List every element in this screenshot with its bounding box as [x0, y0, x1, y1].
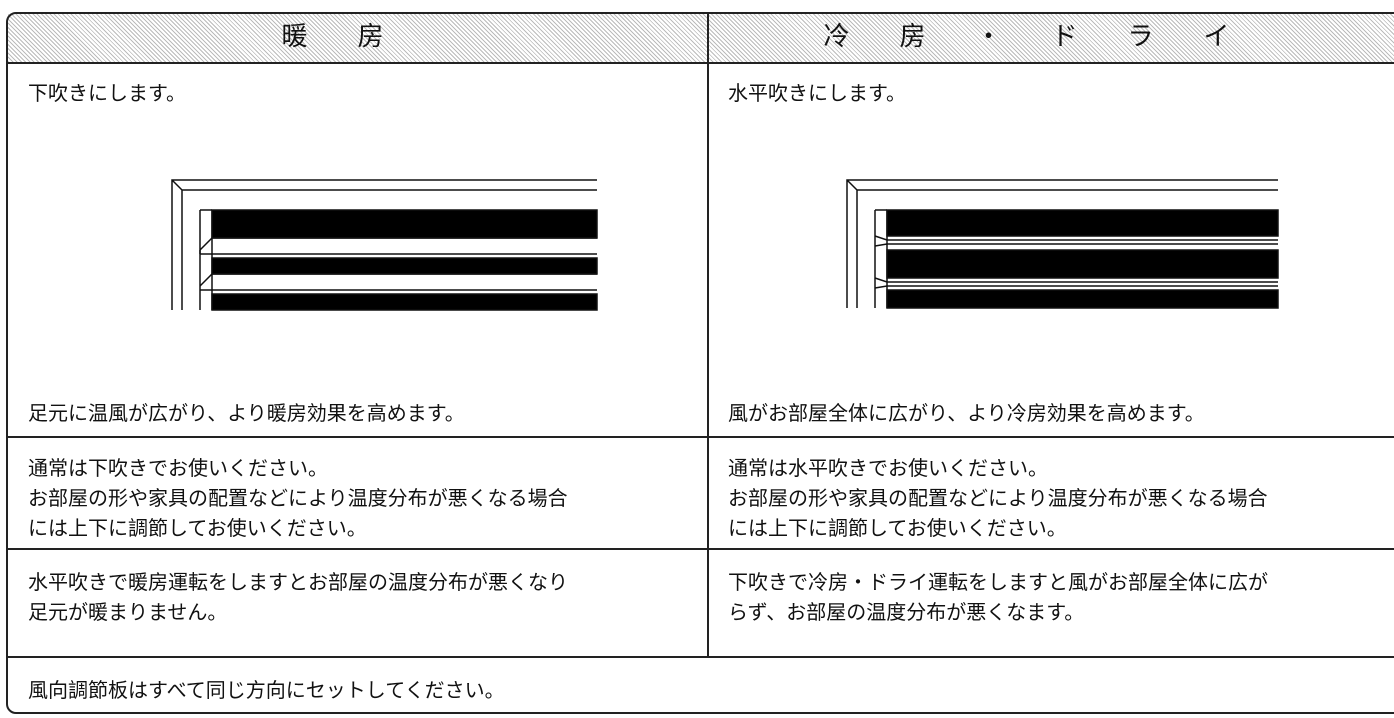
- cell-text: 通常は下吹きでお使いください。: [28, 456, 328, 480]
- rule: [8, 62, 1394, 64]
- cell-text: には上下に調節してお使いください。: [28, 516, 367, 540]
- cell-text: 下吹きで冷房・ドライ運転をしますと風がお部屋全体に広が: [728, 570, 1268, 594]
- cell-text: 風がお部屋全体に広がり、より冷房効果を高めます。: [728, 401, 1205, 425]
- column-rule: [707, 14, 709, 656]
- rule: [8, 656, 1394, 658]
- cell-text: 水平吹きで暖房運転をしますとお部屋の温度分布が悪くなり: [28, 570, 568, 594]
- header-band: [8, 14, 1394, 62]
- rule: [8, 548, 1394, 550]
- cell-text: 足元に温風が広がり、より暖房効果を高めます。: [28, 401, 465, 425]
- cell-text: お部屋の形や家具の配置などにより温度分布が悪くなる場合: [28, 486, 568, 510]
- header-heating: 暖房: [281, 22, 434, 52]
- table-frame: [6, 12, 1394, 714]
- cell-text: には上下に調節してお使いください。: [728, 516, 1067, 540]
- cell-text: 水平吹きにします。: [728, 81, 906, 105]
- rule: [8, 436, 1394, 438]
- header-cooling: 冷房・ドライ: [823, 22, 1280, 52]
- louver-down: [171, 179, 598, 311]
- louver-horizontal: [846, 179, 1279, 309]
- cell-text: 足元が暖まりません。: [28, 600, 228, 624]
- cell-text: 通常は水平吹きでお使いください。: [728, 456, 1048, 480]
- footer-text: 風向調節板はすべて同じ方向にセットしてください。: [28, 678, 505, 702]
- cell-text: 下吹きにします。: [28, 81, 186, 105]
- cell-text: らず、お部屋の温度分布が悪くなます。: [728, 600, 1085, 624]
- cell-text: お部屋の形や家具の配置などにより温度分布が悪くなる場合: [728, 486, 1268, 510]
